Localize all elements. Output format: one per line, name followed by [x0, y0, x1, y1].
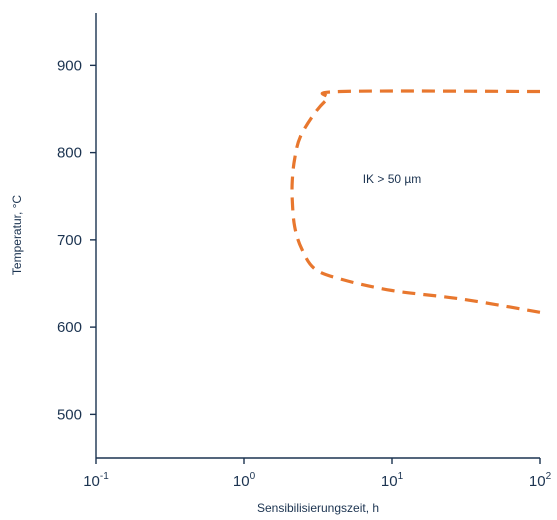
x-tick-exponent: 0 [250, 471, 256, 482]
x-tick-base: 10 [529, 473, 546, 490]
x-tick-label: 100 [233, 471, 256, 490]
x-tick-exponent: -1 [100, 471, 109, 482]
y-tick-label: 600 [57, 319, 82, 336]
y-tick-label: 800 [57, 145, 82, 162]
x-tick-label: 102 [529, 471, 552, 490]
series-layer [290, 89, 541, 314]
x-axis-title: Sensibilisierungszeit, h [257, 501, 379, 515]
region-annotation: IK > 50 µm [363, 172, 422, 186]
x-tick-label: 101 [381, 471, 404, 490]
x-tick-label: 10-1 [83, 471, 109, 490]
y-axis-title: Temperatur, °C [10, 195, 24, 275]
x-ticks: 10-1 100 101 102 [83, 458, 552, 490]
boundary-curve [290, 89, 541, 314]
y-tick-label: 700 [57, 232, 82, 249]
y-tick-label: 500 [57, 406, 82, 423]
y-ticks: 500 600 700 800 900 [57, 57, 96, 423]
annotation-layer: IK > 50 µm [363, 172, 422, 186]
x-tick-exponent: 2 [546, 471, 552, 482]
x-tick-exponent: 1 [398, 471, 404, 482]
chart-axes [95, 13, 540, 459]
x-tick-base: 10 [381, 473, 398, 490]
y-tick-label: 900 [57, 57, 82, 74]
x-tick-base: 10 [83, 473, 100, 490]
x-tick-base: 10 [233, 473, 250, 490]
